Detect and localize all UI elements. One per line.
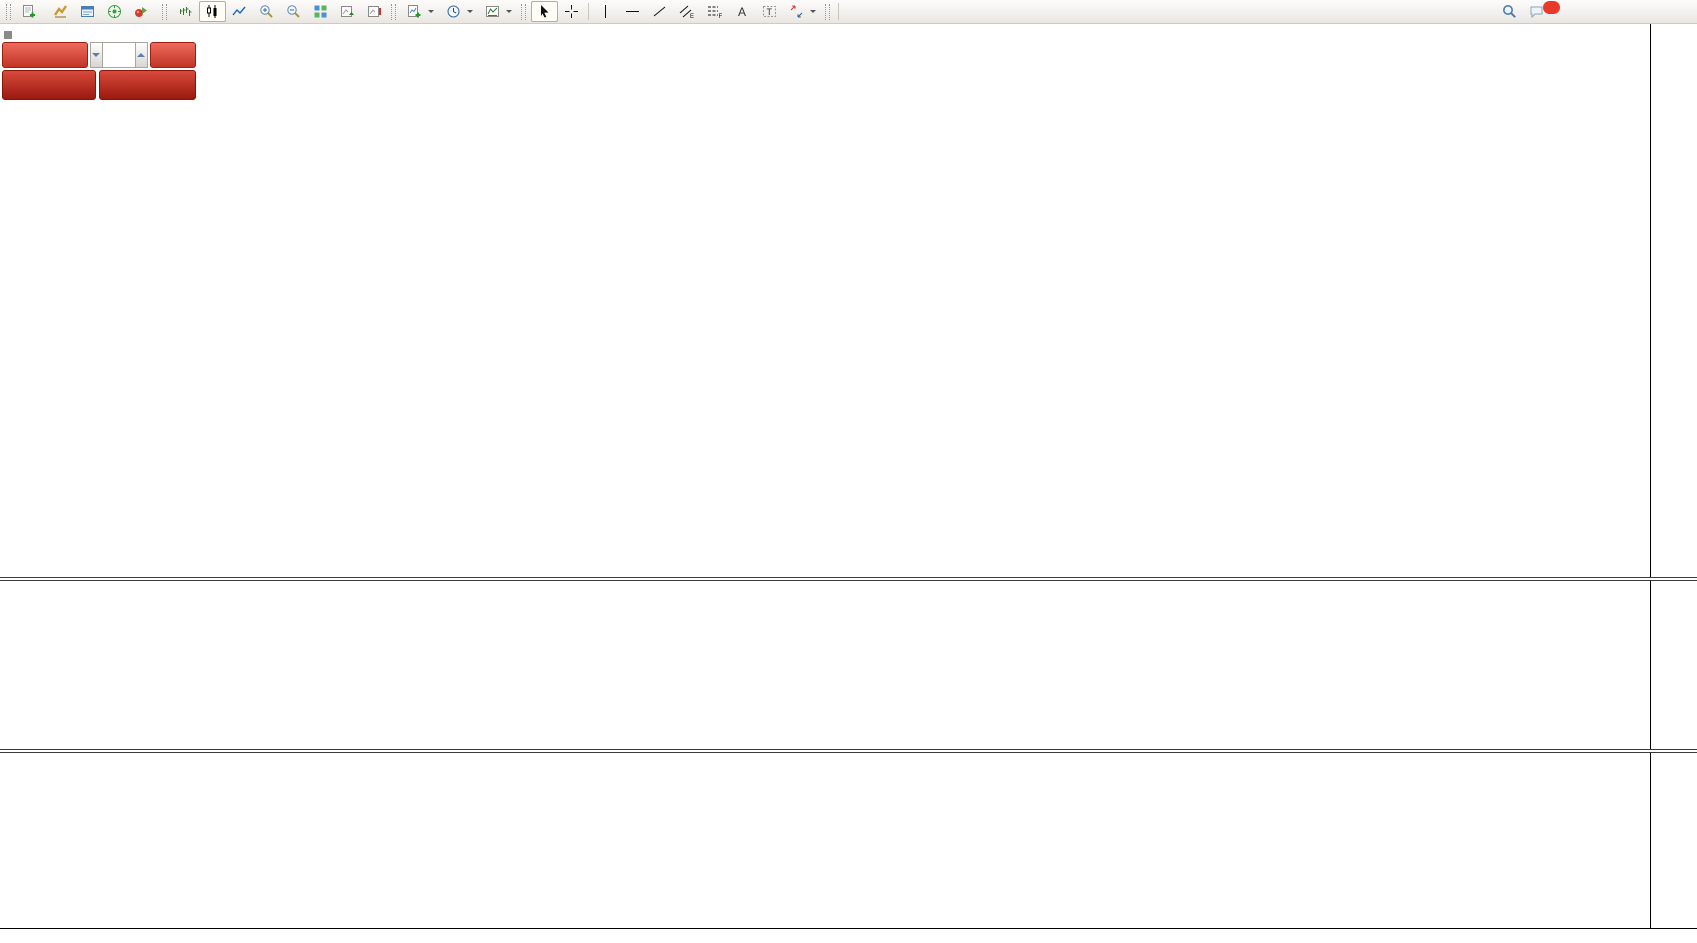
crosshair-tool-button[interactable] — [558, 1, 585, 22]
autotrading-icon — [135, 7, 147, 17]
tick-chart-button[interactable] — [47, 1, 74, 22]
signal-icon — [108, 5, 121, 18]
autotrading-button[interactable] — [128, 1, 159, 22]
chart-shift-button[interactable] — [361, 1, 388, 22]
clock-icon — [447, 5, 460, 18]
equidistant-channel-icon: E — [679, 5, 694, 19]
line-chart-icon — [232, 6, 246, 16]
candlestick-chart-button[interactable] — [199, 1, 226, 22]
volume-up-button[interactable] — [134, 42, 148, 68]
volume-input[interactable] — [102, 42, 135, 68]
text-tool-button[interactable]: A — [729, 1, 756, 22]
fibonacci-icon: F — [708, 6, 723, 19]
buy-button[interactable] — [149, 42, 196, 68]
zoom-out-button[interactable] — [280, 1, 307, 22]
search-icon — [1503, 5, 1516, 18]
data-window-icon — [81, 6, 94, 17]
new-chart-button[interactable] — [401, 1, 440, 22]
new-order-icon — [23, 5, 35, 18]
tile-windows-button[interactable] — [307, 1, 334, 22]
auto-scroll-button[interactable] — [334, 1, 361, 22]
one-click-trading-panel — [2, 42, 196, 100]
toolbar-separator — [838, 3, 839, 20]
crosshair-icon — [565, 5, 578, 18]
horizontal-line-icon — [626, 11, 639, 12]
toolbar-grip[interactable] — [6, 3, 11, 20]
triangle-up-icon — [137, 49, 146, 57]
new-order-button[interactable] — [16, 1, 47, 22]
channel-tool-button[interactable]: E — [673, 1, 701, 22]
label-tool-button[interactable]: T — [756, 1, 783, 22]
tile-windows-icon — [314, 5, 327, 18]
toolbar-separator — [588, 3, 589, 20]
chevron-down-icon — [506, 10, 512, 16]
rsi-panel-separator[interactable] — [0, 749, 1697, 753]
chevron-down-icon — [810, 10, 816, 16]
macd-panel-separator[interactable] — [0, 577, 1697, 581]
bar-chart-button[interactable] — [172, 1, 199, 22]
sell-button[interactable] — [2, 42, 88, 68]
chart-shift-icon — [368, 6, 381, 17]
chevron-down-icon — [467, 10, 473, 16]
fibonacci-tool-button[interactable]: F — [701, 1, 729, 22]
notifications-button[interactable] — [1523, 1, 1566, 22]
svg-text:F: F — [719, 14, 723, 19]
auto-scroll-icon — [341, 6, 354, 17]
horizontal-line-tool-button[interactable] — [619, 1, 646, 22]
chat-bubble-icon — [1530, 6, 1543, 19]
indicators-icon — [486, 6, 499, 17]
search-button[interactable] — [1496, 1, 1523, 22]
chart-canvas[interactable] — [0, 24, 1650, 928]
text-label-icon: T — [763, 6, 776, 17]
cursor-tool-button[interactable] — [531, 1, 558, 22]
chart-symbol-icon — [4, 31, 12, 39]
notification-badge — [1543, 1, 1560, 14]
toolbar-grip[interactable] — [521, 3, 526, 20]
data-window-button[interactable] — [74, 1, 101, 22]
svg-text:E: E — [690, 14, 694, 19]
period-button[interactable] — [440, 1, 479, 22]
cursor-icon — [541, 5, 549, 18]
text-a-icon: A — [738, 5, 746, 19]
volume-down-button[interactable] — [89, 42, 103, 68]
zoom-out-icon — [287, 5, 300, 18]
indicators-button[interactable] — [479, 1, 518, 22]
vertical-line-icon — [605, 5, 606, 18]
toolbar-grip[interactable] — [825, 3, 830, 20]
chevron-down-icon — [428, 10, 434, 16]
price-axis-border — [1650, 24, 1651, 928]
trendline-icon — [653, 6, 666, 17]
tick-chart-icon — [54, 5, 67, 18]
sell-price[interactable] — [2, 70, 96, 100]
svg-text:A: A — [738, 5, 746, 19]
time-axis-border — [0, 928, 1697, 929]
buy-price[interactable] — [99, 70, 196, 100]
trendline-tool-button[interactable] — [646, 1, 673, 22]
main-toolbar: E F A T — [0, 0, 1697, 24]
arrow-objects-icon — [790, 5, 803, 18]
candlestick-chart-icon — [207, 5, 217, 18]
bar-chart-icon — [180, 7, 192, 16]
zoom-in-icon — [260, 5, 273, 18]
new-chart-icon — [408, 5, 421, 18]
zoom-in-button[interactable] — [253, 1, 280, 22]
signal-button[interactable] — [101, 1, 128, 22]
line-chart-button[interactable] — [226, 1, 253, 22]
volume-stepper — [89, 42, 148, 68]
triangle-down-icon — [92, 53, 101, 61]
toolbar-grip[interactable] — [391, 3, 396, 20]
svg-text:T: T — [767, 7, 773, 17]
vertical-line-tool-button[interactable] — [592, 1, 619, 22]
toolbar-grip[interactable] — [162, 3, 167, 20]
arrows-tool-button[interactable] — [783, 1, 822, 22]
